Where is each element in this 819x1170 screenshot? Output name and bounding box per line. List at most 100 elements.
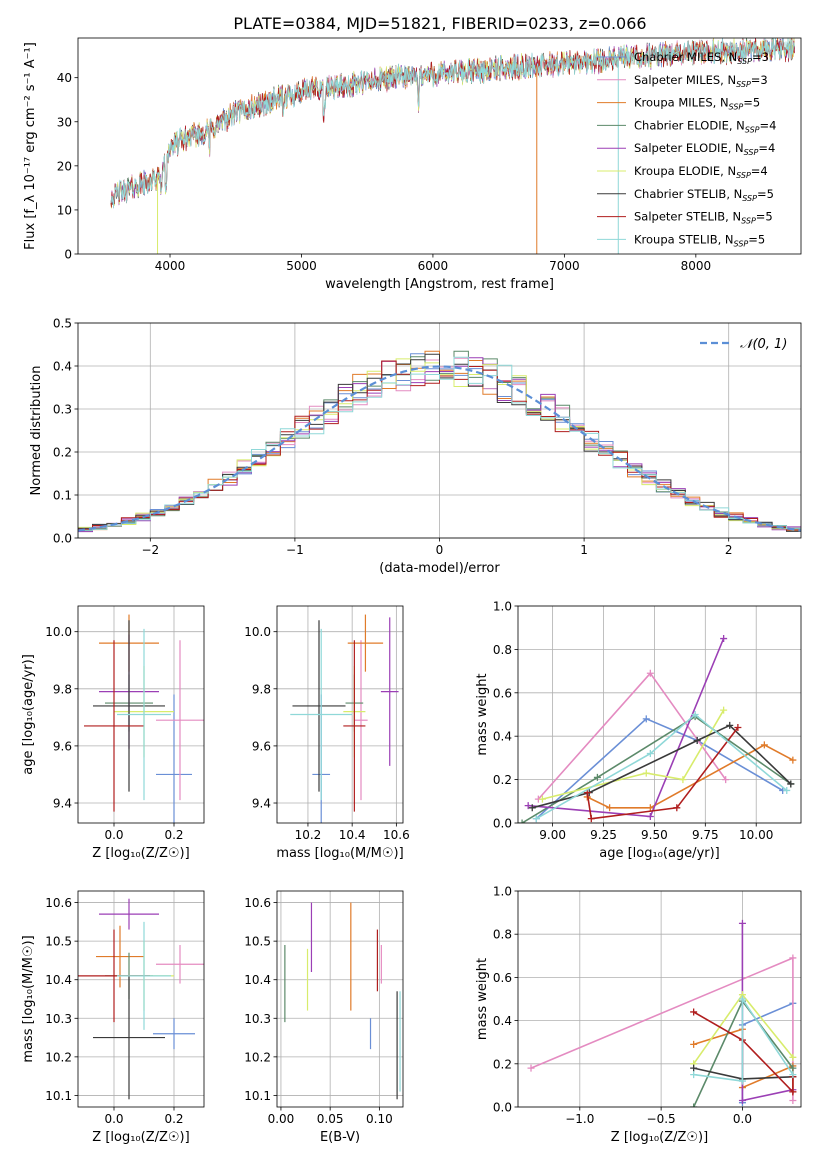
residuals-plot-area bbox=[78, 350, 801, 538]
spectrum-ytick-label: 30 bbox=[57, 115, 72, 129]
weight_vs_Z-marker bbox=[789, 1097, 797, 1105]
mass_vs_Z-plot-area bbox=[78, 898, 204, 1100]
age_vs_Z-point-7 bbox=[84, 640, 144, 812]
weight_vs_age-marker bbox=[673, 804, 681, 812]
age_vs_Z-ytick-label: 9.4 bbox=[53, 797, 72, 811]
age_vs_Z-ytick-label: 10.0 bbox=[45, 625, 72, 639]
mass-vs-Z-panel: 0.0 0.2 10.1 10.2 10.3 10.4 10.5 10.6 Z [log₁₀(Z… bbox=[21, 890, 205, 1145]
residuals-ytick-label: 0.4 bbox=[53, 360, 72, 374]
mass_vs_EBV-ytick-label: 10.1 bbox=[244, 1089, 271, 1103]
weight_vs_Z-marker bbox=[789, 1064, 797, 1072]
weight_vs_age-marker bbox=[734, 724, 742, 732]
mass_vs_Z-ytick-label: 10.5 bbox=[45, 935, 72, 949]
weight_vs_age-xtick-label: 10.00 bbox=[739, 828, 773, 842]
weight_vs_age-marker bbox=[679, 776, 687, 784]
weight_vs_age-ytick-label: 0.2 bbox=[493, 773, 512, 787]
age_vs_mass-point-1 bbox=[354, 640, 368, 801]
mass_vs_Z-ytick-label: 10.1 bbox=[45, 1089, 72, 1103]
weight_vs_age-marker bbox=[693, 737, 701, 745]
residuals-xtick-label: 2 bbox=[725, 543, 733, 557]
mass_vs_Z-ytick-label: 10.3 bbox=[45, 1012, 72, 1026]
spectrum-ylabel: Flux [f_λ 10⁻¹⁷ erg cm⁻² s⁻¹ A⁻¹] bbox=[23, 42, 38, 250]
age_vs_mass-ytick-label: 9.4 bbox=[252, 797, 271, 811]
spectrum-panel: 4000 5000 6000 7000 8000 0 10 20 30 40 wavelength … bbox=[23, 37, 802, 292]
weight_vs_Z-xtick-label: 0.0 bbox=[733, 1112, 752, 1126]
spectrum-xtick-label: 7000 bbox=[549, 259, 580, 273]
age_vs_Z-xtick-label: 0.2 bbox=[164, 828, 183, 842]
spectrum-legend-label: Kroupa ELODIE, NSSP=4 bbox=[634, 164, 768, 180]
weight_vs_age-marker bbox=[646, 750, 654, 758]
residuals-xlabel: (data-model)/error bbox=[379, 561, 500, 576]
age_vs_Z-point-8 bbox=[117, 628, 171, 801]
weight_vs_age-marker bbox=[587, 815, 595, 823]
age_vs_mass-xlabel: mass [log₁₀(M/M☉)] bbox=[276, 846, 403, 861]
age_vs_Z-ylabel: age [log₁₀(age/yr)] bbox=[21, 654, 36, 775]
age_vs_Z-point-6 bbox=[93, 620, 165, 792]
spectrum-xtick-label: 6000 bbox=[418, 259, 449, 273]
mass_vs_Z-xtick-label: 0.2 bbox=[164, 1112, 183, 1126]
figure-title: PLATE=0384, MJD=51821, FIBERID=0233, z=0… bbox=[233, 14, 646, 33]
residuals-xtick-label: −2 bbox=[141, 543, 159, 557]
mass-vs-EBV-panel: 0.00 0.05 0.10 10.1 10.2 10.3 10.4 10.5 10.6 E(B-… bbox=[244, 890, 404, 1145]
residuals-xtick-label: 1 bbox=[580, 543, 588, 557]
mass_vs_EBV-frame bbox=[276, 890, 404, 1108]
mass_vs_Z-ylabel: mass [log₁₀(M/M☉)] bbox=[21, 935, 36, 1062]
weight_vs_Z-ytick-label: 0.4 bbox=[493, 1014, 512, 1028]
residuals-ytick-label: 0.0 bbox=[53, 532, 72, 546]
age_vs_Z-ytick-label: 9.6 bbox=[53, 739, 72, 753]
age-vs-Z-panel: 0.0 0.2 9.4 9.6 9.8 10.0 Z [log₁₀(Z/Z☉)] age [l… bbox=[21, 605, 205, 861]
mass_vs_EBV-ytick-label: 10.3 bbox=[244, 1012, 271, 1026]
spectrum-legend: Chabrier MILES, NSSP=3 Salpeter MILES, NS… bbox=[597, 50, 776, 248]
spectrum-legend-label: Chabrier STELIB, NSSP=5 bbox=[634, 187, 774, 203]
weight_vs_age-series-2 bbox=[586, 743, 794, 809]
spectrum-xtick-label: 5000 bbox=[286, 259, 317, 273]
mass_vs_Z-point-4 bbox=[99, 898, 159, 930]
weight_vs_age-marker bbox=[524, 802, 532, 810]
weight_vs_Z-ylabel: mass weight bbox=[475, 958, 490, 1040]
weight_vs_age-marker bbox=[606, 804, 614, 812]
weight-vs-Z-panel: −1.0 −0.5 0.0 0.0 0.2 0.4 0.6 0.8 1.0 Z [log₁₀(Z/… bbox=[475, 885, 802, 1145]
weight_vs_age-series-3 bbox=[521, 715, 792, 823]
spectrum-xtick-label: 8000 bbox=[681, 259, 712, 273]
mass_vs_Z-point-0 bbox=[153, 1018, 195, 1050]
residuals-legend: 𝒩(0, 1) bbox=[700, 337, 787, 352]
weight_vs_Z-marker bbox=[789, 1071, 797, 1079]
age_vs_mass-point-8 bbox=[290, 628, 353, 801]
weight_vs_age-marker bbox=[538, 795, 546, 803]
mass_vs_Z-ytick-label: 10.6 bbox=[45, 896, 72, 910]
weight_vs_Z-ytick-label: 0.6 bbox=[493, 971, 512, 985]
residuals-ytick-label: 0.1 bbox=[53, 489, 72, 503]
weight_vs_age-series-0 bbox=[535, 717, 784, 820]
mass_vs_Z-point-8 bbox=[117, 921, 171, 1030]
age_vs_Z-ytick-label: 9.8 bbox=[53, 682, 72, 696]
mass_vs_EBV-ytick-label: 10.4 bbox=[244, 973, 271, 987]
normal-reference-curve bbox=[78, 365, 801, 532]
mass_vs_Z-point-2 bbox=[96, 925, 144, 988]
age_vs_Z-xtick-label: 0.0 bbox=[104, 828, 123, 842]
weight_vs_age-marker bbox=[593, 773, 601, 781]
mass_vs_Z-xtick-label: 0.0 bbox=[104, 1112, 123, 1126]
weight_vs_Z-marker bbox=[690, 1064, 698, 1072]
weight_vs_age-series-8 bbox=[535, 713, 788, 820]
weight_vs_age-marker bbox=[642, 715, 650, 723]
weight_vs_age-marker bbox=[528, 804, 536, 812]
weight_vs_age-ytick-label: 0.6 bbox=[493, 686, 512, 700]
spectrum-plot-area bbox=[110, 38, 795, 254]
weight_vs_age-grid bbox=[518, 605, 801, 824]
age_vs_mass-xtick-label: 10.6 bbox=[383, 828, 410, 842]
age_vs_mass-point-4 bbox=[380, 617, 399, 766]
spectrum-ytick-label: 10 bbox=[57, 203, 72, 217]
weight_vs_Z-marker bbox=[690, 1008, 698, 1016]
weight_vs_age-marker bbox=[518, 819, 526, 823]
spectrum-ytick-label: 0 bbox=[64, 248, 72, 262]
spectrum-frame bbox=[77, 37, 802, 255]
residuals-xtick-label: −1 bbox=[286, 543, 304, 557]
weight_vs_age-ytick-label: 0.4 bbox=[493, 730, 512, 744]
weight_vs_age-marker bbox=[720, 706, 728, 714]
mass_vs_Z-xlabel: Z [log₁₀(Z/Z☉)] bbox=[92, 1130, 189, 1145]
mass_vs_Z-point-1 bbox=[156, 945, 204, 984]
residuals-panel: −2 −1 0 1 2 0.0 0.1 0.2 0.3 0.4 0.5 (data-model)/er… bbox=[29, 317, 802, 576]
weight_vs_Z-marker bbox=[789, 1088, 797, 1096]
weight_vs_Z-marker bbox=[738, 1077, 746, 1085]
weight_vs_age-marker bbox=[691, 711, 699, 718]
